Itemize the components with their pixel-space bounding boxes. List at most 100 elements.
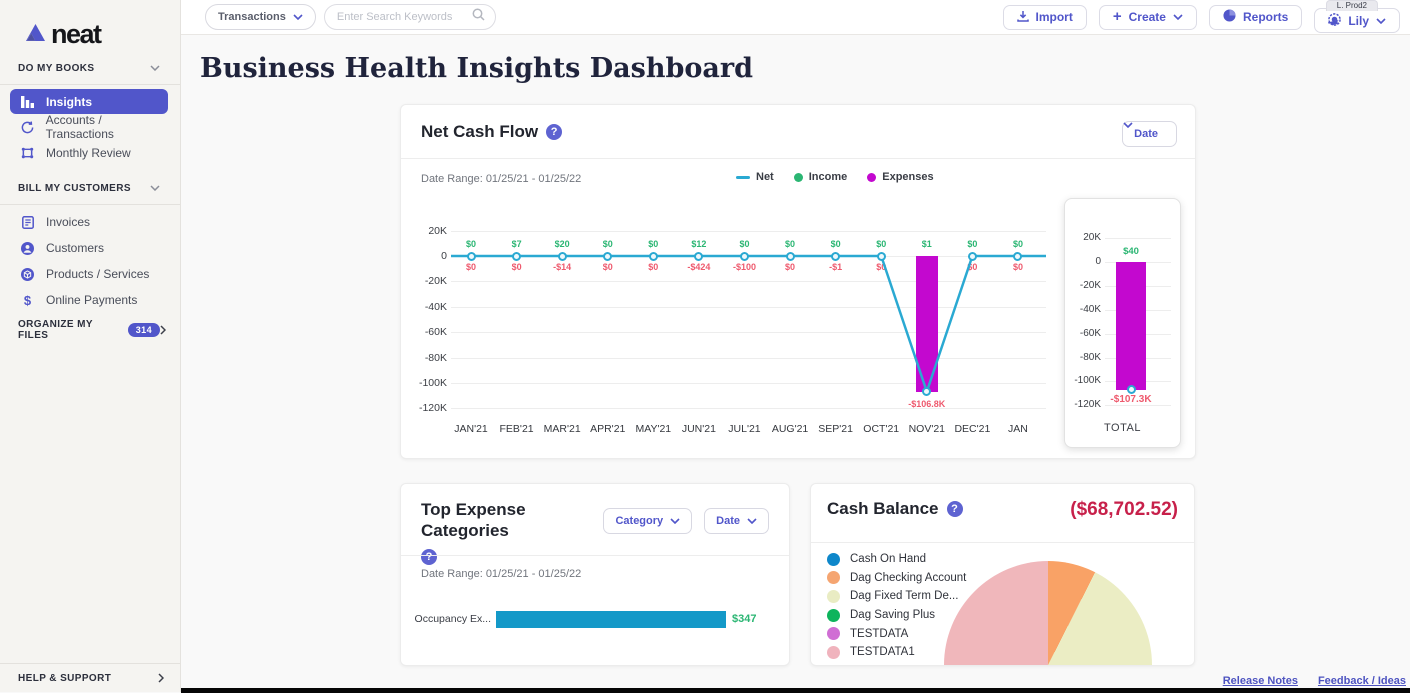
expense-point-label: $0 [876, 262, 887, 272]
expense-bar [496, 610, 726, 628]
sidebar-item-organize-my-files[interactable]: ORGANIZE MY FILES 314 [0, 317, 180, 343]
y-axis-tick: -20K [424, 275, 447, 288]
y-axis-tick: -60K [1079, 327, 1101, 339]
net-point-marker [694, 251, 704, 261]
cash-balance-card: Cash Balance ? ($68,702.52) Cash On Hand… [810, 483, 1195, 666]
chevron-down-icon [1376, 17, 1386, 24]
section-do-my-books[interactable]: DO MY BOOKS [0, 56, 180, 80]
date-filter-button[interactable]: Date [704, 508, 769, 534]
search-input[interactable] [334, 10, 457, 24]
topbar-actions: Import + Create Reports Lily [1002, 1, 1404, 33]
feedback-ideas-link[interactable]: Feedback / Ideas [1317, 675, 1406, 687]
date-range-label: Date Range: 01/25/21 - 01/25/22 [421, 173, 582, 185]
legend-label: Income [808, 171, 848, 183]
net-point-marker [785, 251, 795, 261]
sidebar-item-products-services[interactable]: Products / Services [0, 261, 180, 287]
sidebar-item-online-payments[interactable]: $ Online Payments [0, 287, 180, 313]
section-label: HELP & SUPPORT [18, 672, 112, 684]
y-axis-tick: -80K [424, 351, 447, 364]
sidebar-item-label: Online Payments [46, 293, 138, 307]
help-icon[interactable]: ? [946, 501, 963, 517]
x-axis-tick: JAN [1008, 423, 1028, 435]
sidebar-item-invoices[interactable]: Invoices [0, 209, 180, 235]
cash-balance-legend-item: Dag Saving Plus [827, 606, 966, 625]
sidebar-item-accounts-transactions[interactable]: Accounts / Transactions [0, 113, 180, 141]
import-button[interactable]: Import [1002, 4, 1087, 30]
x-axis-tick: MAR'21 [543, 423, 581, 435]
sidebar-item-monthly-review[interactable]: Monthly Review [0, 140, 180, 166]
divider [401, 158, 1195, 159]
expense-point-label: -$106.8K [908, 398, 946, 409]
net-point-marker [466, 251, 476, 261]
total-income-label: $40 [1123, 246, 1139, 257]
legend-label: Dag Checking Account [850, 571, 967, 584]
expense-point-label: -$1 [829, 262, 843, 272]
sidebar-item-label: Products / Services [46, 267, 150, 281]
products-box-icon [20, 267, 35, 281]
chevron-down-icon [670, 518, 680, 524]
sidebar-item-insights[interactable]: Insights [10, 89, 168, 114]
release-notes-link[interactable]: Release Notes [1222, 675, 1298, 687]
expense-category-label: Occupancy Ex... [414, 613, 491, 625]
income-point-label: $12 [691, 239, 707, 249]
brand-logo[interactable]: neat [0, 0, 180, 48]
y-axis-tick: -20K [1079, 279, 1101, 291]
total-panel: 20K 0 -20K -40K -60K -80K -100K -120K $40 -$107… [1064, 198, 1181, 448]
expense-point-label: -$14 [553, 262, 572, 272]
sidebar-item-label: Invoices [46, 215, 91, 229]
expense-value-label: $347 [732, 613, 757, 625]
divider [401, 555, 789, 556]
x-axis-tick: JUL'21 [728, 423, 761, 435]
expense-point-label: -$424 [687, 262, 711, 272]
grid-line [451, 281, 1046, 283]
environment-tab: L. Prod2 [1325, 0, 1378, 11]
create-button[interactable]: + Create [1098, 4, 1197, 30]
x-axis-tick: APR'21 [590, 423, 626, 435]
net-point-marker [648, 251, 658, 261]
sidebar-item-help-support[interactable]: HELP & SUPPORT [0, 663, 180, 692]
dashboard-content: Business Health Insights Dashboard Net C… [181, 35, 1410, 693]
x-axis-tick: MAY'21 [635, 423, 672, 435]
date-range-label: Date Range: 01/25/21 - 01/25/22 [421, 568, 582, 580]
net-line-swatch [736, 175, 750, 179]
income-point-label: $0 [602, 239, 613, 249]
reports-label: Reports [1242, 10, 1289, 24]
bar-chart-icon [20, 95, 35, 108]
help-icon[interactable]: ? [546, 124, 563, 140]
grid-line [451, 383, 1046, 384]
invoice-icon [20, 215, 35, 229]
grid-line [1105, 238, 1171, 239]
date-filter-label: Date [1134, 128, 1158, 140]
expense-point-label: $0 [967, 262, 978, 272]
search-icon[interactable] [472, 8, 485, 26]
section-bill-my-customers[interactable]: BILL MY CUSTOMERS [0, 176, 180, 200]
expense-point-label: -$100 [732, 262, 756, 272]
grid-line [1105, 405, 1171, 407]
user-menu-button[interactable]: Lily [1314, 8, 1400, 33]
create-label: Create [1128, 10, 1166, 24]
expense-point-label: $0 [511, 262, 522, 272]
income-point-label: $1 [921, 239, 932, 249]
category-filter-button[interactable]: Category [603, 508, 693, 534]
help-icon[interactable]: ? [421, 549, 437, 565]
chevron-down-icon [747, 518, 757, 524]
sync-icon [20, 121, 35, 134]
legend-label: Dag Saving Plus [850, 609, 936, 622]
income-point-label: $20 [554, 239, 570, 249]
expense-point-label: $0 [785, 262, 796, 272]
expenses-bar [915, 256, 938, 392]
income-point-label: $0 [739, 239, 750, 249]
footer-links: Release Notes Feedback / Ideas [1223, 675, 1406, 687]
reports-button[interactable]: Reports [1208, 4, 1303, 30]
y-axis-tick: -120K [418, 402, 447, 415]
net-cash-flow-chart: 20K 0 -20K -40K -60K -80K -100K -120K JAN'21 $0 $0… [401, 105, 1197, 460]
income-dot-swatch [793, 172, 803, 182]
x-axis-tick: NOV'21 [908, 423, 946, 435]
net-cash-flow-title: Net Cash Flow ? [421, 122, 563, 142]
sidebar-item-customers[interactable]: Customers [0, 235, 180, 261]
search-scope-dropdown[interactable]: Transactions [205, 4, 316, 30]
download-icon [1016, 10, 1029, 25]
date-filter-button[interactable]: Date [1122, 121, 1177, 147]
customer-icon [20, 241, 35, 255]
sidebar-item-label: Insights [46, 94, 93, 109]
